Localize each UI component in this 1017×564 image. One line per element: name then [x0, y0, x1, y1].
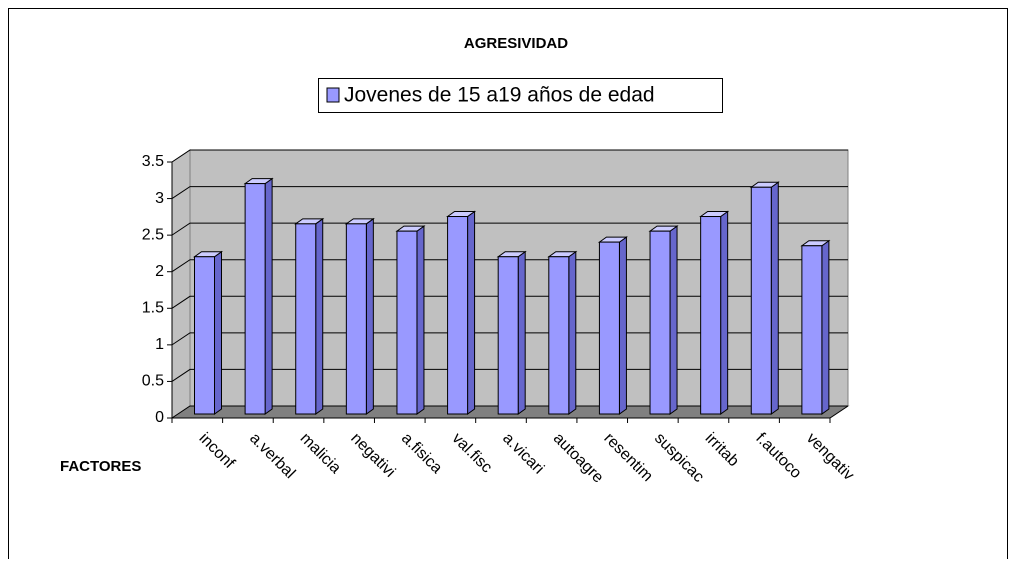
y-tick-label: 2: [155, 263, 164, 280]
bar: [548, 256, 570, 415]
grid-line: [171, 259, 848, 273]
y-tick-label: 1.5: [142, 300, 164, 317]
grid-line: [171, 368, 848, 382]
bar: [649, 230, 671, 415]
bar-side: [770, 181, 779, 415]
bar: [447, 216, 469, 415]
grid-line: [171, 332, 848, 346]
bar-side: [669, 225, 678, 415]
grid-line: [171, 186, 848, 199]
bar: [295, 223, 317, 415]
bar-side: [214, 250, 222, 415]
bar-side: [618, 236, 627, 415]
chart-title: AGRESIVIDAD: [464, 35, 568, 52]
bar: [497, 256, 519, 415]
y-tick-label: 1: [155, 336, 164, 353]
y-tick-label: 0: [155, 409, 164, 426]
legend-box: [318, 78, 723, 113]
bar: [598, 241, 620, 415]
bar-side: [467, 210, 476, 415]
x-axis-back: [829, 405, 849, 419]
bar: [244, 183, 266, 415]
bar-side: [365, 217, 374, 415]
bar-side: [416, 225, 425, 415]
bar: [750, 186, 772, 415]
side-wall: [171, 149, 191, 419]
legend-swatch: [326, 87, 340, 103]
y-tick-label: 2.5: [142, 226, 164, 243]
x-axis-title: FACTORES: [60, 458, 141, 475]
bar: [194, 256, 215, 415]
bar: [801, 245, 823, 415]
y-tick-label: 0.5: [142, 373, 164, 390]
bar-side: [821, 239, 830, 415]
grid-line: [171, 149, 848, 163]
bar: [345, 223, 367, 415]
bar-side: [720, 210, 729, 415]
grid-line: [171, 405, 848, 419]
bar-side: [517, 250, 526, 415]
bar-side: [315, 217, 324, 415]
bar-side: [264, 177, 273, 415]
legend-label: Jovenes de 15 a19 años de edad: [344, 84, 655, 107]
bar: [700, 216, 722, 415]
grid-line: [171, 222, 848, 236]
bar-side: [568, 250, 577, 415]
bar: [396, 230, 418, 415]
y-tick-label: 3: [155, 190, 164, 207]
grid-line: [171, 295, 848, 309]
y-tick-label: 3.5: [142, 153, 164, 170]
